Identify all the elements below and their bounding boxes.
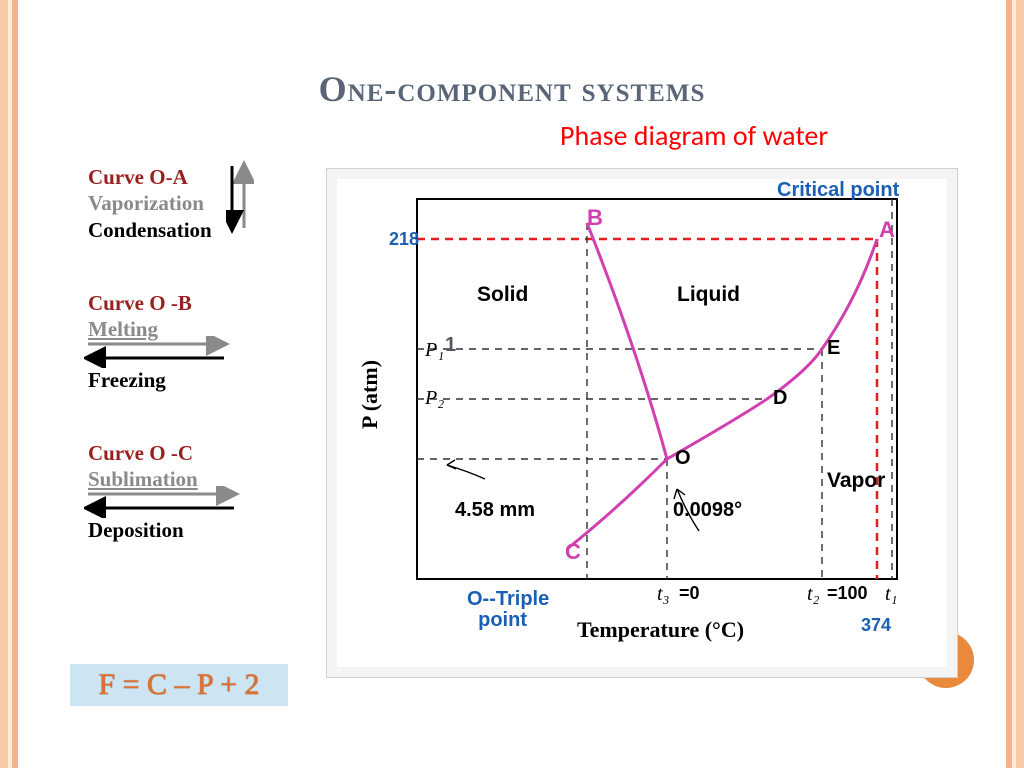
y-1: 1	[445, 334, 456, 357]
x-t1: t₁	[885, 583, 898, 606]
y-p2: P₂	[425, 387, 444, 410]
pt-B: B	[587, 205, 603, 231]
legend-ob-left: Freezing	[88, 367, 192, 393]
legend-oc-title: Curve O -C	[88, 440, 198, 466]
x-t3val: =0	[679, 583, 700, 604]
legend-ob-title: Curve O -B	[88, 290, 192, 316]
page-title: One-component systems	[0, 68, 1024, 110]
x-t2val: =100	[827, 583, 868, 604]
x-374: 374	[861, 615, 891, 636]
region-solid: Solid	[477, 283, 528, 307]
legend-oc-arrows	[84, 486, 244, 518]
left-border	[0, 0, 20, 768]
critical-point-label: Critical point	[777, 179, 899, 202]
y-218: 218	[389, 229, 419, 250]
legend-oa: Curve O-A Vaporization Condensation	[88, 164, 212, 243]
pt-A: A	[879, 217, 895, 243]
chart-plot-area: P (atm) Temperature (°C) 218 1 P₁ P₂ t₃ …	[337, 179, 947, 667]
legend-oa-title: Curve O-A	[88, 164, 212, 190]
x-t3: t₃	[657, 583, 670, 606]
region-liquid: Liquid	[677, 283, 740, 307]
legend-ob-arrows	[84, 336, 234, 368]
annot-deg: 0.0098°	[673, 499, 742, 522]
phase-rule-formula: F = C – P + 2	[70, 664, 288, 706]
pt-D: D	[773, 387, 787, 410]
pt-O: O	[675, 447, 691, 470]
legend-oa-down: Condensation	[88, 217, 212, 243]
legend-oa-arrows	[226, 160, 254, 236]
legend-oa-up: Vaporization	[88, 190, 212, 216]
triple-point-label: O--Triple point	[467, 589, 549, 631]
y-axis-label: P (atm)	[357, 360, 383, 429]
annot-mm: 4.58 mm	[455, 499, 535, 522]
phase-diagram-chart: P (atm) Temperature (°C) 218 1 P₁ P₂ t₃ …	[326, 168, 958, 678]
right-border	[1004, 0, 1024, 768]
legend-oc-left: Deposition	[88, 517, 198, 543]
x-axis-label: Temperature (°C)	[577, 617, 744, 643]
x-t2: t₂	[807, 583, 820, 606]
pt-E: E	[827, 337, 840, 360]
region-vapor: Vapor	[827, 469, 885, 493]
y-p1: P₁	[425, 339, 444, 362]
pt-C: C	[565, 539, 581, 565]
subtitle: Phase diagram of water	[560, 118, 828, 153]
